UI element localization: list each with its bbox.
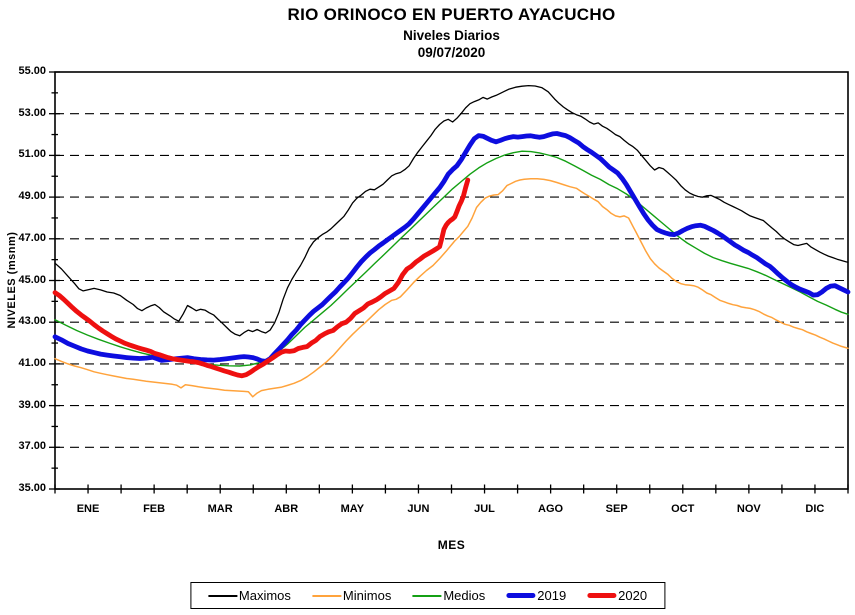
legend-label: Medios xyxy=(443,588,486,603)
y-axis-label: 49.00 xyxy=(18,190,46,203)
legend-item-2019: 2019 xyxy=(506,588,566,603)
y-axis-label: 47.00 xyxy=(18,231,46,244)
legend-label: Minimos xyxy=(342,588,392,603)
legend-line-sample xyxy=(207,594,237,597)
y-axis-label: 55.00 xyxy=(18,65,46,77)
y-axis-label: 39.00 xyxy=(18,398,46,411)
x-axis-label-jun: JUN xyxy=(407,503,430,515)
legend-label: Maximos xyxy=(238,588,291,603)
x-axis-label-dic: DIC xyxy=(805,503,825,515)
legend-line-sample xyxy=(587,593,617,598)
y-axis-label: 51.00 xyxy=(18,148,46,161)
legend-item-maximos: Maximos xyxy=(207,588,291,603)
title-block: RIO ORINOCO EN PUERTO AYACUCHO Niveles D… xyxy=(55,5,848,60)
chart-title: RIO ORINOCO EN PUERTO AYACUCHO xyxy=(287,5,616,24)
chart-date: 09/07/2020 xyxy=(417,45,486,60)
x-axis-label-mar: MAR xyxy=(207,503,233,515)
y-axis-label: 37.00 xyxy=(18,440,46,453)
chart-subtitle: Niveles Diarios xyxy=(403,28,500,43)
x-axis-label-oct: OCT xyxy=(671,503,695,515)
legend-label: 2019 xyxy=(537,588,567,603)
x-axis-label-feb: FEB xyxy=(143,503,166,515)
series-line-maximos xyxy=(54,84,849,337)
legend-line-sample xyxy=(311,594,341,597)
y-axis-label: 53.00 xyxy=(18,106,46,119)
legend-line-sample xyxy=(506,593,536,598)
x-axis-label-sep: SEP xyxy=(605,503,628,515)
x-axis-label-may: MAY xyxy=(340,503,365,515)
x-axis-label-ene: ENE xyxy=(76,503,100,515)
legend-label: 2020 xyxy=(618,588,648,603)
y-axis-label: 45.00 xyxy=(18,273,46,286)
series-line-medios xyxy=(54,150,849,367)
x-axis-label-nov: NOV xyxy=(736,503,761,515)
series-line-2019 xyxy=(52,131,851,364)
chart-legend: Maximos Minimos Medios 2019 2020 xyxy=(189,582,666,609)
y-axis-label: 43.00 xyxy=(18,315,46,328)
legend-item-2020: 2020 xyxy=(587,588,647,603)
legend-item-minimos: Minimos xyxy=(311,588,392,603)
x-axis-title: MES xyxy=(437,538,466,552)
x-axis-label-ago: AGO xyxy=(538,503,564,515)
x-axis-label-jul: JUL xyxy=(474,503,495,515)
y-axis-label: 35.00 xyxy=(18,482,46,494)
series-line-minimos xyxy=(54,178,849,398)
legend-line-sample xyxy=(412,594,442,597)
y-axis-label: 41.00 xyxy=(18,356,46,369)
legend-item-medios: Medios xyxy=(412,588,485,603)
x-axis-label-abr: ABR xyxy=(274,503,299,515)
series-line-2020 xyxy=(52,177,471,379)
